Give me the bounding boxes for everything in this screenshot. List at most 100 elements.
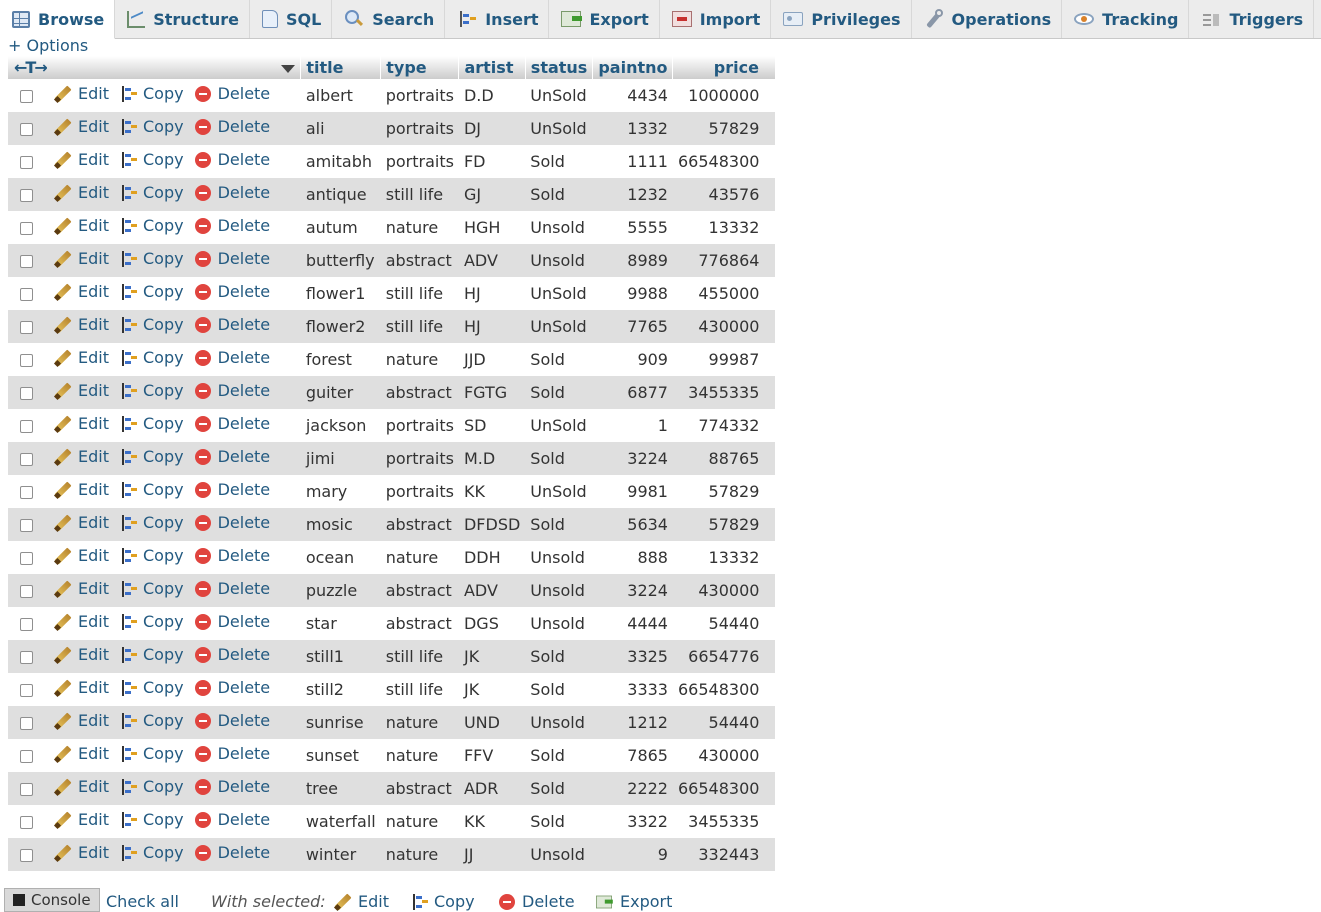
cell-title[interactable]: ocean xyxy=(305,548,355,567)
cell-status[interactable]: Sold xyxy=(530,746,565,765)
cell-type[interactable]: still life xyxy=(380,310,459,343)
edit-button[interactable]: Edit xyxy=(54,777,109,796)
cell-artist[interactable]: JK xyxy=(458,640,526,673)
cell-status[interactable]: Sold xyxy=(525,178,593,211)
cell-paintno[interactable]: 3322 xyxy=(627,812,668,831)
cell-paintno[interactable]: 3325 xyxy=(592,640,673,673)
row-checkbox[interactable] xyxy=(19,519,33,532)
cell-artist[interactable]: FGTG xyxy=(458,376,526,409)
cell-artist[interactable]: GJ xyxy=(458,178,526,211)
cell-artist[interactable]: JK xyxy=(463,680,480,699)
cell-paintno[interactable]: 3224 xyxy=(592,574,673,607)
cell-title[interactable]: flower2 xyxy=(300,310,381,343)
edit-button[interactable]: Edit xyxy=(54,381,109,400)
copy-button[interactable]: Copy xyxy=(118,315,184,334)
copy-button[interactable]: Copy xyxy=(118,249,184,268)
delete-button[interactable]: Delete xyxy=(194,744,270,763)
cell-paintno[interactable]: 7865 xyxy=(627,746,668,765)
cell-title[interactable]: sunset xyxy=(305,746,359,765)
copy-button[interactable]: Copy xyxy=(118,447,184,466)
cell-price[interactable]: 332443 xyxy=(672,838,776,871)
check-all-link[interactable]: Check all xyxy=(106,892,179,911)
delete-button[interactable]: Delete xyxy=(194,216,270,235)
cell-type[interactable]: nature xyxy=(380,838,459,871)
cell-status[interactable]: UnSold xyxy=(525,310,593,343)
cell-paintno[interactable]: 4444 xyxy=(627,614,668,633)
cell-title[interactable]: tree xyxy=(300,772,381,805)
edit-button[interactable]: Edit xyxy=(54,645,109,664)
cell-type[interactable]: portraits xyxy=(385,482,454,501)
row-checkbox[interactable] xyxy=(19,684,33,697)
delete-button[interactable]: Delete xyxy=(194,645,270,664)
bulk-copy-button[interactable]: Copy xyxy=(410,892,475,911)
edit-button[interactable]: Edit xyxy=(54,579,109,598)
edit-button[interactable]: Edit xyxy=(54,117,109,136)
column-resize-arrows[interactable]: ←T→ xyxy=(14,58,48,77)
edit-button[interactable]: Edit xyxy=(54,612,109,631)
cell-paintno[interactable]: 6877 xyxy=(592,376,673,409)
row-checkbox[interactable] xyxy=(19,255,33,268)
cell-price[interactable]: 3455335 xyxy=(688,812,760,831)
cell-type[interactable]: portraits xyxy=(385,416,454,435)
copy-button[interactable]: Copy xyxy=(118,612,184,631)
cell-paintno[interactable]: 1332 xyxy=(592,112,673,145)
row-checkbox[interactable] xyxy=(19,288,33,301)
cell-status[interactable]: Sold xyxy=(525,508,593,541)
cell-price[interactable]: 99987 xyxy=(708,350,760,369)
cell-status[interactable]: Sold xyxy=(525,376,593,409)
cell-price[interactable]: 455000 xyxy=(698,284,760,303)
edit-button[interactable]: Edit xyxy=(54,315,109,334)
cell-paintno[interactable]: 3333 xyxy=(627,680,668,699)
row-checkbox[interactable] xyxy=(19,849,33,862)
tab-triggers[interactable]: Triggers xyxy=(1189,0,1315,38)
cell-status[interactable]: Sold xyxy=(525,442,593,475)
cell-type[interactable]: portraits xyxy=(380,112,459,145)
delete-button[interactable]: Delete xyxy=(194,777,270,796)
cell-artist[interactable]: KK xyxy=(463,812,485,831)
tab-import[interactable]: Import xyxy=(660,0,772,38)
cell-price[interactable]: 430000 xyxy=(698,746,760,765)
cell-artist[interactable]: SD xyxy=(463,416,487,435)
cell-title[interactable]: puzzle xyxy=(300,574,381,607)
sort-dropdown-icon[interactable] xyxy=(281,64,296,73)
cell-type[interactable]: nature xyxy=(385,548,439,567)
tab-browse[interactable]: Browse xyxy=(0,0,116,39)
copy-button[interactable]: Copy xyxy=(118,117,184,136)
copy-button[interactable]: Copy xyxy=(118,513,184,532)
cell-paintno[interactable]: 7765 xyxy=(592,310,673,343)
cell-type[interactable]: abstract xyxy=(385,614,452,633)
cell-type[interactable]: abstract xyxy=(380,772,459,805)
copy-button[interactable]: Copy xyxy=(118,84,184,103)
cell-artist[interactable]: HJ xyxy=(458,310,526,343)
cell-type[interactable]: nature xyxy=(385,746,439,765)
cell-paintno[interactable]: 9 xyxy=(592,838,673,871)
row-checkbox[interactable] xyxy=(19,816,33,829)
column-header-type[interactable]: type xyxy=(380,56,460,79)
cell-paintno[interactable]: 1212 xyxy=(592,706,673,739)
copy-button[interactable]: Copy xyxy=(118,480,184,499)
cell-artist[interactable]: D.D xyxy=(463,86,494,105)
row-checkbox[interactable] xyxy=(19,189,33,202)
cell-price[interactable]: 54440 xyxy=(708,614,760,633)
row-checkbox[interactable] xyxy=(19,750,33,763)
cell-title[interactable]: mary xyxy=(305,482,348,501)
column-header-title[interactable]: title xyxy=(300,56,382,79)
row-checkbox[interactable] xyxy=(19,420,33,433)
cell-status[interactable]: UnSold xyxy=(530,416,587,435)
cell-type[interactable]: abstract xyxy=(380,508,459,541)
row-checkbox[interactable] xyxy=(19,123,33,136)
tab-tracking[interactable]: Tracking xyxy=(1062,0,1190,38)
copy-button[interactable]: Copy xyxy=(118,843,184,862)
cell-status[interactable]: Unsold xyxy=(530,614,585,633)
delete-button[interactable]: Delete xyxy=(194,810,270,829)
cell-title[interactable]: still1 xyxy=(300,640,381,673)
cell-title[interactable]: jimi xyxy=(300,442,381,475)
cell-type[interactable]: portraits xyxy=(385,86,454,105)
cell-price[interactable]: 57829 xyxy=(708,482,760,501)
cell-status[interactable]: Unsold xyxy=(530,218,585,237)
tab-insert[interactable]: Insert xyxy=(445,0,550,38)
copy-button[interactable]: Copy xyxy=(118,777,184,796)
cell-price[interactable]: 1000000 xyxy=(688,86,760,105)
edit-button[interactable]: Edit xyxy=(54,150,109,169)
edit-button[interactable]: Edit xyxy=(54,249,109,268)
